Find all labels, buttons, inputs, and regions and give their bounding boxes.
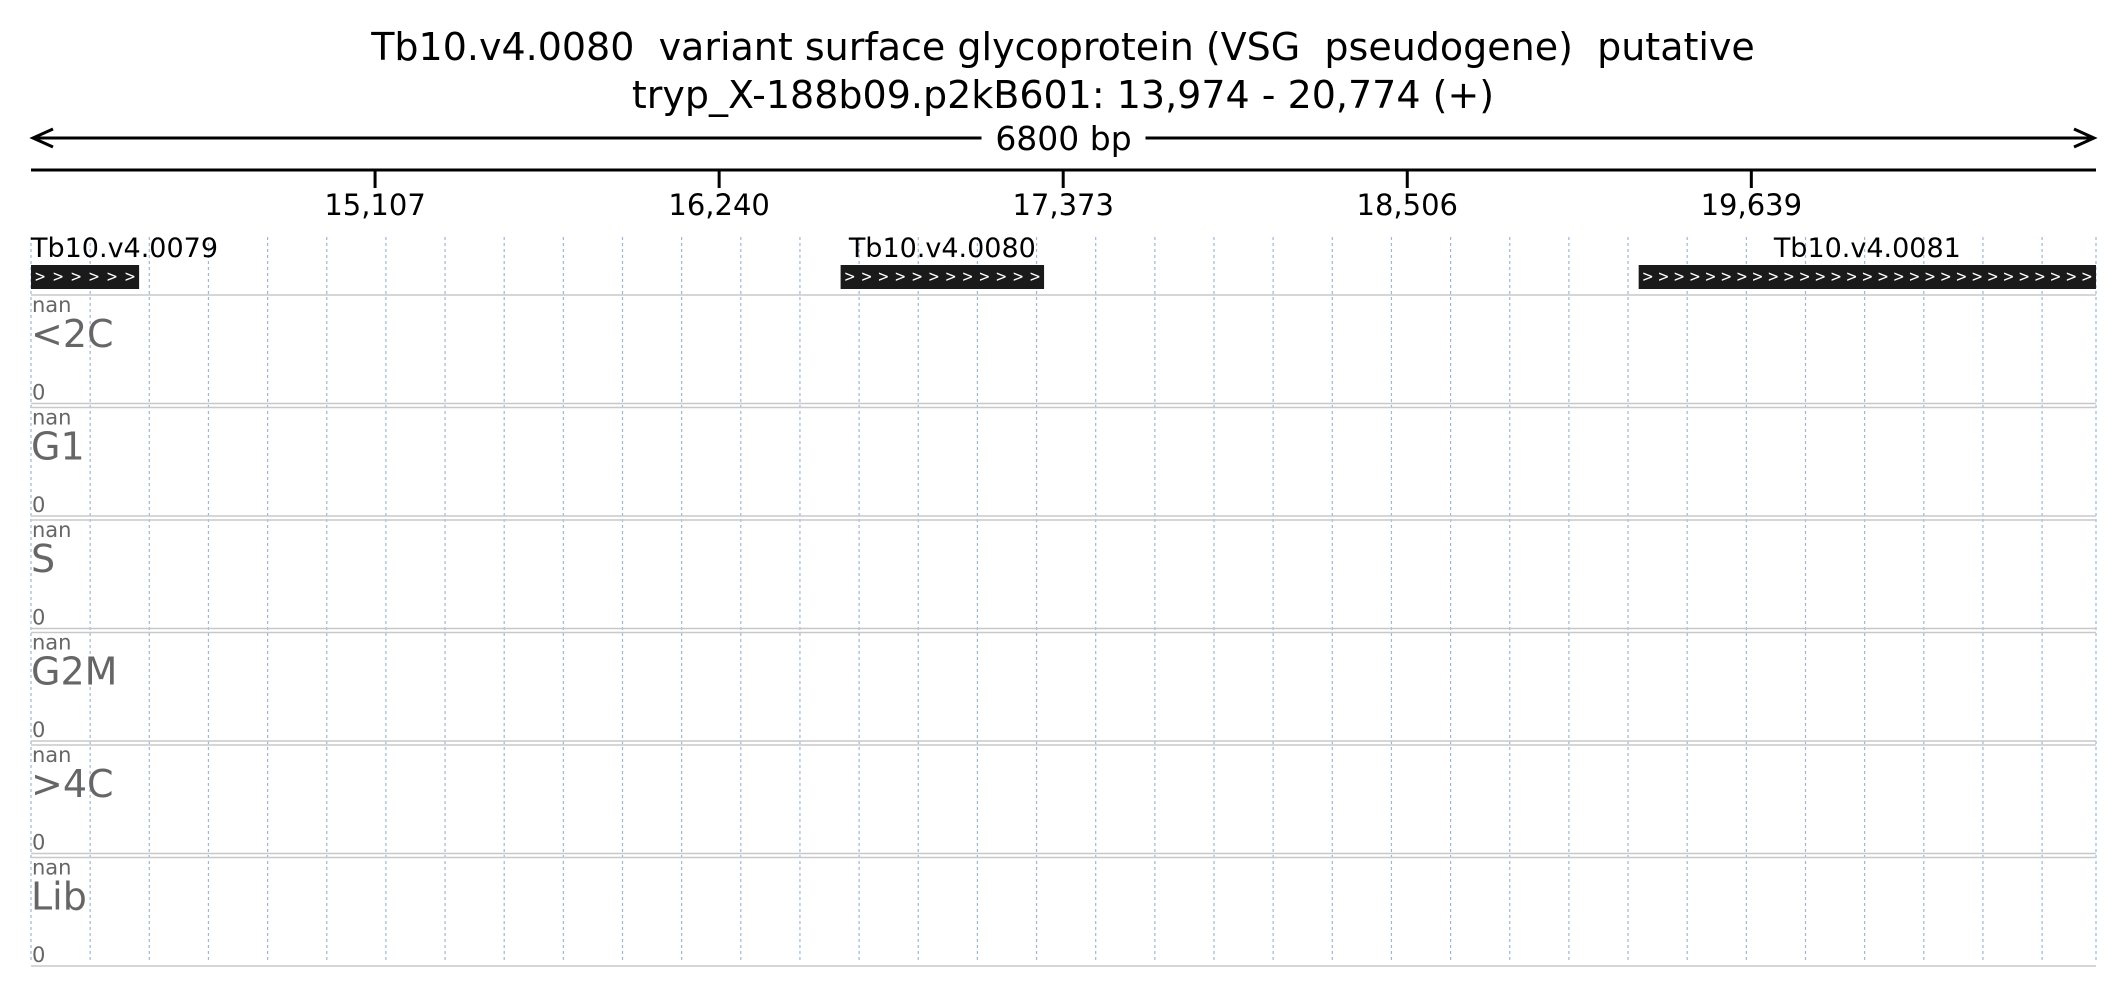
ruler-tick-label: 17,373 bbox=[1012, 188, 1113, 222]
ruler-tick-label: 18,506 bbox=[1357, 188, 1458, 222]
track-max-label: nan bbox=[32, 518, 72, 542]
gene-label[interactable]: Tb10.v4.0081 bbox=[1773, 233, 1961, 264]
track-name: <2C bbox=[31, 312, 114, 356]
track-name: G1 bbox=[31, 425, 85, 469]
span-arrow-left-head bbox=[29, 127, 54, 149]
gene-strand-arrows: > > > > > > > > > > > > > > > > > > > > … bbox=[1643, 267, 2092, 287]
gene-label[interactable]: Tb10.v4.0080 bbox=[848, 233, 1036, 264]
track-max-label: nan bbox=[32, 406, 72, 430]
span-label-background bbox=[981, 118, 1146, 158]
gene-block[interactable] bbox=[31, 265, 140, 289]
track-min-label: 0 bbox=[32, 943, 45, 967]
track-max-label: nan bbox=[32, 293, 72, 317]
track-min-label: 0 bbox=[32, 493, 45, 517]
span-arrow-right-head bbox=[2073, 127, 2098, 149]
track-min-label: 0 bbox=[32, 831, 45, 855]
track-min-label: 0 bbox=[32, 381, 45, 405]
span-label: 6800 bp bbox=[995, 119, 1131, 158]
track-min-label: 0 bbox=[32, 718, 45, 742]
gene-strand-arrows: > > > > > > bbox=[35, 267, 135, 287]
track-name: S bbox=[31, 537, 55, 581]
track-max-label: nan bbox=[32, 743, 72, 767]
gene-block[interactable] bbox=[840, 265, 1045, 289]
gene-strand-arrows: > > > > > > > > > > > > bbox=[845, 267, 1040, 287]
ruler-tick-label: 15,107 bbox=[324, 188, 425, 222]
feature-location: tryp_X-188b09.p2kB601: 13,974 - 20,774 (… bbox=[631, 73, 1495, 117]
track-min-label: 0 bbox=[32, 606, 45, 630]
ruler-tick-label: 19,639 bbox=[1701, 188, 1802, 222]
track-name: Lib bbox=[31, 875, 87, 919]
track-max-label: nan bbox=[32, 856, 72, 880]
track-name: G2M bbox=[31, 650, 117, 694]
track-name: >4C bbox=[31, 762, 114, 806]
gene-label[interactable]: Tb10.v4.0079 bbox=[30, 233, 218, 264]
feature-title: Tb10.v4.0080 variant surface glycoprotei… bbox=[371, 25, 1755, 69]
ruler-tick-label: 16,240 bbox=[668, 188, 769, 222]
track-max-label: nan bbox=[32, 631, 72, 655]
gene-block[interactable] bbox=[1638, 265, 2096, 289]
